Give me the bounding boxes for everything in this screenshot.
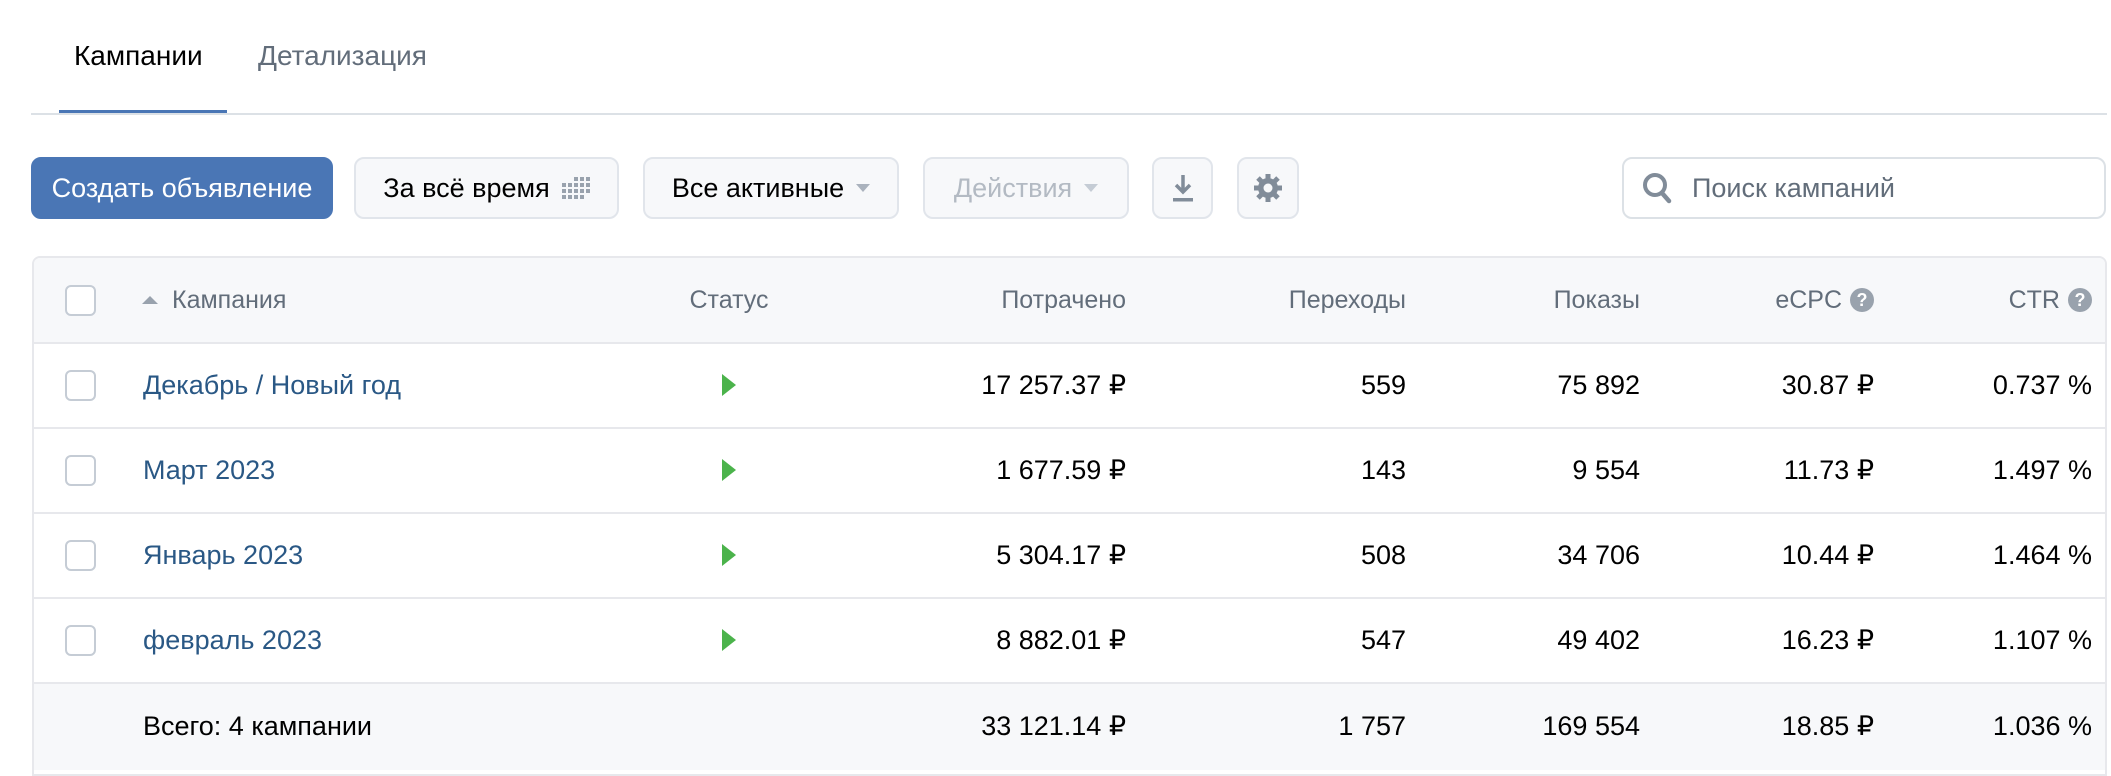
status-active-play-icon <box>722 544 736 566</box>
tab-details[interactable]: Детализация <box>258 40 427 71</box>
table-row: февраль 2023 8 882.01 ₽ 547 49 402 16.23 ₽ 1.… <box>34 598 2105 684</box>
create-ad-label: Создать объявление <box>51 172 313 203</box>
help-icon[interactable]: ? <box>2068 288 2092 312</box>
header-spent[interactable]: Потрачено <box>1001 285 1126 314</box>
header-ctr[interactable]: CTR? <box>2009 258 2092 342</box>
header-ecpc[interactable]: eCPC? <box>1775 258 1874 342</box>
campaign-search[interactable] <box>1622 157 2106 219</box>
spent-cell: 1 677.59 ₽ <box>996 454 1126 485</box>
row-checkbox[interactable] <box>65 540 96 571</box>
spent-cell: 8 882.01 ₽ <box>996 624 1126 655</box>
download-button[interactable] <box>1152 157 1213 219</box>
spent-cell: 17 257.37 ₽ <box>981 369 1126 400</box>
status-filter-dropdown[interactable]: Все активные <box>643 157 899 219</box>
chevron-down-icon <box>1084 184 1099 192</box>
period-button[interactable]: За всё время <box>354 157 619 219</box>
ctr-cell: 1.464 % <box>1992 539 2092 570</box>
clicks-cell: 547 <box>1360 624 1406 655</box>
table-row: Декабрь / Новый год 17 257.37 ₽ 559 75 892 3… <box>34 343 2105 429</box>
total-ecpc: 18.85 ₽ <box>1781 710 1874 741</box>
status-active-play-icon <box>722 459 736 481</box>
campaigns-table: Кампания Статус Потрачено Переходы Показ… <box>32 256 2107 776</box>
header-ecpc-label: eCPC <box>1775 285 1842 314</box>
status-active-play-icon <box>722 629 736 651</box>
campaign-name-link[interactable]: Январь 2023 <box>143 539 304 570</box>
status-cell <box>679 598 779 682</box>
table-row: Январь 2023 5 304.17 ₽ 508 34 706 10.44 ₽ 1.4… <box>34 513 2105 599</box>
clicks-cell: 508 <box>1360 539 1406 570</box>
spent-cell: 5 304.17 ₽ <box>996 539 1126 570</box>
status-cell <box>679 513 779 597</box>
header-ctr-label: CTR <box>2008 285 2060 314</box>
impressions-cell: 75 892 <box>1557 369 1640 400</box>
table-row: Март 2023 1 677.59 ₽ 143 9 554 11.73 ₽ 1.497 … <box>34 428 2105 514</box>
chevron-down-icon <box>856 184 871 192</box>
campaign-name-link[interactable]: февраль 2023 <box>143 624 322 655</box>
period-label: За всё время <box>383 172 550 203</box>
impressions-cell: 34 706 <box>1557 539 1640 570</box>
search-input[interactable] <box>1692 172 2072 204</box>
actions-label: Действия <box>953 172 1073 203</box>
calendar-grid-icon <box>561 177 590 199</box>
header-campaign-label: Кампания <box>172 285 287 314</box>
help-icon[interactable]: ? <box>1850 288 1874 312</box>
tabs: Кампании Детализация <box>0 0 2111 115</box>
row-checkbox[interactable] <box>65 370 96 401</box>
create-ad-button[interactable]: Создать объявление <box>31 157 333 219</box>
settings-button[interactable] <box>1237 157 1299 219</box>
header-clicks[interactable]: Переходы <box>1288 285 1406 314</box>
total-ctr: 1.036 % <box>1992 710 2092 741</box>
ctr-cell: 0.737 % <box>1992 369 2092 400</box>
status-cell <box>679 343 779 427</box>
tab-campaigns[interactable]: Кампании <box>74 40 203 71</box>
total-clicks: 1 757 <box>1338 710 1406 741</box>
ecpc-cell: 16.23 ₽ <box>1781 624 1874 655</box>
header-status[interactable]: Статус <box>689 285 769 314</box>
status-cell <box>679 428 779 512</box>
download-icon <box>1172 175 1193 202</box>
row-checkbox[interactable] <box>65 455 96 486</box>
clicks-cell: 559 <box>1360 369 1406 400</box>
ecpc-cell: 10.44 ₽ <box>1781 539 1874 570</box>
header-impressions[interactable]: Показы <box>1553 285 1640 314</box>
ctr-cell: 1.107 % <box>1992 624 2092 655</box>
search-icon <box>1643 173 1672 204</box>
row-checkbox[interactable] <box>65 625 96 656</box>
status-filter-label: Все активные <box>671 172 845 203</box>
total-spent: 33 121.14 ₽ <box>981 710 1126 741</box>
select-all-checkbox[interactable] <box>65 285 96 316</box>
campaign-name-link[interactable]: Март 2023 <box>143 454 276 485</box>
header-campaign[interactable]: Кампания <box>142 258 286 342</box>
clicks-cell: 143 <box>1360 454 1406 485</box>
ecpc-cell: 11.73 ₽ <box>1783 454 1874 485</box>
gear-icon <box>1254 174 1282 202</box>
active-tab-indicator <box>59 110 227 114</box>
impressions-cell: 9 554 <box>1572 454 1640 485</box>
campaign-name-link[interactable]: Декабрь / Новый год <box>143 369 402 400</box>
table-total-row: Всего: 4 кампании 33 121.14 ₽ 1 757 169 … <box>34 684 2105 770</box>
status-active-play-icon <box>722 374 736 396</box>
total-label: Всего: 4 кампании <box>143 710 373 741</box>
impressions-cell: 49 402 <box>1557 624 1640 655</box>
tabs-divider <box>31 113 2107 115</box>
ecpc-cell: 30.87 ₽ <box>1781 369 1874 400</box>
sort-ascending-icon <box>142 296 158 304</box>
total-impressions: 169 554 <box>1542 710 1640 741</box>
ctr-cell: 1.497 % <box>1992 454 2092 485</box>
actions-dropdown[interactable]: Действия <box>923 157 1129 219</box>
table-header: Кампания Статус Потрачено Переходы Показ… <box>34 258 2105 344</box>
